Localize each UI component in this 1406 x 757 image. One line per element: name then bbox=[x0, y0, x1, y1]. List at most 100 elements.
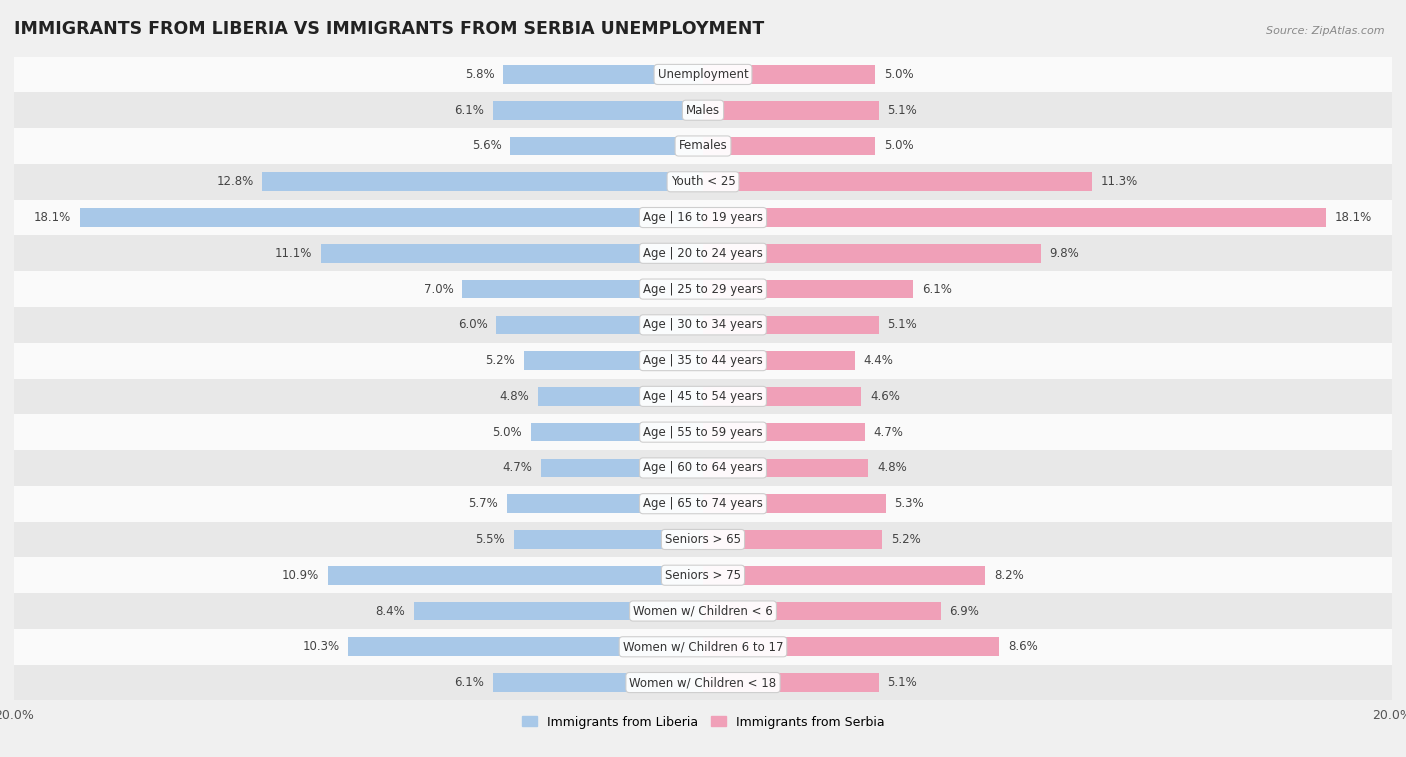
Text: 5.2%: 5.2% bbox=[485, 354, 515, 367]
Bar bbox=[703, 673, 879, 692]
Text: Unemployment: Unemployment bbox=[658, 68, 748, 81]
Bar bbox=[531, 423, 703, 441]
Bar bbox=[703, 316, 879, 334]
Bar bbox=[14, 92, 1392, 128]
Text: 5.7%: 5.7% bbox=[468, 497, 498, 510]
Text: Age | 16 to 19 years: Age | 16 to 19 years bbox=[643, 211, 763, 224]
Text: Source: ZipAtlas.com: Source: ZipAtlas.com bbox=[1267, 26, 1385, 36]
Bar bbox=[496, 316, 703, 334]
Bar bbox=[14, 378, 1392, 414]
Text: 8.4%: 8.4% bbox=[375, 605, 405, 618]
Text: 5.0%: 5.0% bbox=[492, 425, 522, 438]
Bar bbox=[703, 244, 1040, 263]
Bar bbox=[703, 459, 869, 477]
Text: 11.3%: 11.3% bbox=[1101, 176, 1137, 188]
Bar bbox=[461, 280, 703, 298]
Bar bbox=[262, 173, 703, 191]
Bar bbox=[14, 235, 1392, 271]
Bar bbox=[703, 602, 941, 620]
Bar bbox=[14, 200, 1392, 235]
Bar bbox=[494, 673, 703, 692]
Bar bbox=[14, 307, 1392, 343]
Text: 18.1%: 18.1% bbox=[34, 211, 70, 224]
Text: Age | 25 to 29 years: Age | 25 to 29 years bbox=[643, 282, 763, 295]
Bar bbox=[703, 137, 875, 155]
Bar bbox=[80, 208, 703, 227]
Text: 6.1%: 6.1% bbox=[922, 282, 952, 295]
Text: Women w/ Children 6 to 17: Women w/ Children 6 to 17 bbox=[623, 640, 783, 653]
Text: 6.1%: 6.1% bbox=[454, 104, 484, 117]
Text: 7.0%: 7.0% bbox=[423, 282, 453, 295]
Text: 6.9%: 6.9% bbox=[949, 605, 979, 618]
Text: 10.3%: 10.3% bbox=[302, 640, 340, 653]
Text: Females: Females bbox=[679, 139, 727, 152]
Text: Seniors > 75: Seniors > 75 bbox=[665, 569, 741, 581]
Bar bbox=[14, 343, 1392, 378]
Bar bbox=[14, 665, 1392, 700]
Text: 5.1%: 5.1% bbox=[887, 104, 917, 117]
Text: 5.2%: 5.2% bbox=[891, 533, 921, 546]
Bar bbox=[703, 351, 855, 370]
Text: 4.8%: 4.8% bbox=[499, 390, 529, 403]
Text: 5.5%: 5.5% bbox=[475, 533, 505, 546]
Bar bbox=[703, 173, 1092, 191]
Text: Age | 45 to 54 years: Age | 45 to 54 years bbox=[643, 390, 763, 403]
Bar bbox=[14, 593, 1392, 629]
Bar bbox=[14, 450, 1392, 486]
Bar bbox=[14, 164, 1392, 200]
Text: 4.6%: 4.6% bbox=[870, 390, 900, 403]
Bar bbox=[14, 486, 1392, 522]
Text: 6.0%: 6.0% bbox=[458, 319, 488, 332]
Text: Age | 60 to 64 years: Age | 60 to 64 years bbox=[643, 462, 763, 475]
Bar bbox=[503, 65, 703, 84]
Text: Youth < 25: Youth < 25 bbox=[671, 176, 735, 188]
Text: 4.7%: 4.7% bbox=[873, 425, 904, 438]
Bar bbox=[14, 522, 1392, 557]
Bar bbox=[541, 459, 703, 477]
Text: 18.1%: 18.1% bbox=[1336, 211, 1372, 224]
Text: 8.6%: 8.6% bbox=[1008, 640, 1038, 653]
Bar bbox=[703, 566, 986, 584]
Bar bbox=[413, 602, 703, 620]
Text: Males: Males bbox=[686, 104, 720, 117]
Text: Age | 20 to 24 years: Age | 20 to 24 years bbox=[643, 247, 763, 260]
Text: IMMIGRANTS FROM LIBERIA VS IMMIGRANTS FROM SERBIA UNEMPLOYMENT: IMMIGRANTS FROM LIBERIA VS IMMIGRANTS FR… bbox=[14, 20, 765, 38]
Bar bbox=[14, 57, 1392, 92]
Bar bbox=[703, 423, 865, 441]
Text: 8.2%: 8.2% bbox=[994, 569, 1024, 581]
Bar bbox=[703, 530, 882, 549]
Bar bbox=[537, 387, 703, 406]
Bar bbox=[14, 128, 1392, 164]
Bar bbox=[513, 530, 703, 549]
Bar bbox=[703, 101, 879, 120]
Bar bbox=[703, 637, 1000, 656]
Text: 11.1%: 11.1% bbox=[274, 247, 312, 260]
Bar bbox=[524, 351, 703, 370]
Bar bbox=[14, 414, 1392, 450]
Bar bbox=[703, 494, 886, 513]
Text: 6.1%: 6.1% bbox=[454, 676, 484, 689]
Text: 4.4%: 4.4% bbox=[863, 354, 893, 367]
Text: 5.6%: 5.6% bbox=[472, 139, 502, 152]
Text: Age | 30 to 34 years: Age | 30 to 34 years bbox=[643, 319, 763, 332]
Text: 5.1%: 5.1% bbox=[887, 319, 917, 332]
Text: 9.8%: 9.8% bbox=[1049, 247, 1078, 260]
Legend: Immigrants from Liberia, Immigrants from Serbia: Immigrants from Liberia, Immigrants from… bbox=[517, 711, 889, 734]
Text: Women w/ Children < 18: Women w/ Children < 18 bbox=[630, 676, 776, 689]
Text: 5.1%: 5.1% bbox=[887, 676, 917, 689]
Text: 5.0%: 5.0% bbox=[884, 68, 914, 81]
Bar bbox=[506, 494, 703, 513]
Text: 5.3%: 5.3% bbox=[894, 497, 924, 510]
Text: 4.8%: 4.8% bbox=[877, 462, 907, 475]
Text: 4.7%: 4.7% bbox=[502, 462, 533, 475]
Text: Age | 65 to 74 years: Age | 65 to 74 years bbox=[643, 497, 763, 510]
Bar bbox=[14, 271, 1392, 307]
Bar bbox=[703, 208, 1326, 227]
Text: 5.8%: 5.8% bbox=[465, 68, 495, 81]
Bar bbox=[494, 101, 703, 120]
Text: Women w/ Children < 6: Women w/ Children < 6 bbox=[633, 605, 773, 618]
Bar bbox=[321, 244, 703, 263]
Text: 12.8%: 12.8% bbox=[217, 176, 253, 188]
Text: Seniors > 65: Seniors > 65 bbox=[665, 533, 741, 546]
Bar bbox=[703, 65, 875, 84]
